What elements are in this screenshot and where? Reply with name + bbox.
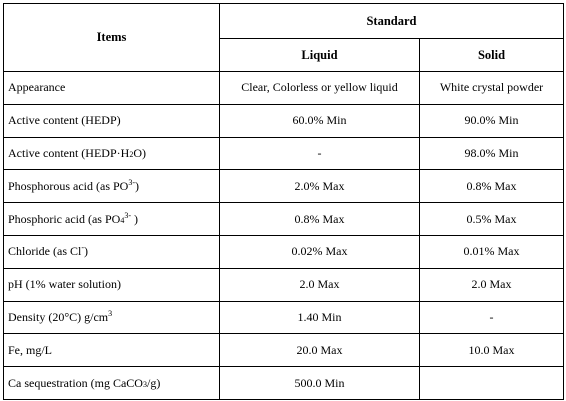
item-name: Appearance [3, 71, 220, 105]
item-name: Ca sequestration (mg CaCO3/g) [3, 366, 220, 400]
item-text: Active content (HEDP) [8, 113, 121, 128]
table-row: Active content (HEDP·H2O) - 98.0% Min [3, 136, 564, 171]
standard-header: Standard [219, 3, 564, 39]
item-text: Phosphorous acid (as PO [8, 178, 129, 193]
item-name: Active content (HEDP) [3, 103, 220, 138]
liquid-value: 0.02% Max [219, 234, 420, 269]
liquid-value: 20.0 Max [219, 333, 420, 368]
solid-value: 2.0 Max [419, 267, 564, 302]
items-header: Items [3, 3, 220, 72]
solid-value: - [419, 300, 564, 335]
item-name: Density (20°C) g/cm3 [3, 300, 220, 335]
table-row: pH (1% water solution) 2.0 Max 2.0 Max [3, 267, 564, 302]
table-row: Appearance Clear, Colorless or yellow li… [3, 71, 564, 105]
item-superscript: - [81, 243, 84, 253]
table-row: Phosphorous acid (as PO3-) 2.0% Max 0.8%… [3, 169, 564, 204]
liquid-value: 500.0 Min [219, 366, 420, 400]
liquid-header: Liquid [219, 38, 420, 72]
item-text: pH (1% water solution) [8, 277, 121, 292]
item-name: Phosphoric acid (as PO43- ) [3, 202, 220, 236]
solid-value: 90.0% Min [419, 103, 564, 138]
item-text: Chloride (as Cl [8, 244, 82, 259]
item-name: pH (1% water solution) [3, 267, 220, 302]
liquid-value: - [219, 136, 420, 171]
item-subscript: 3 [142, 379, 147, 389]
item-text: Fe, mg/L [8, 342, 52, 357]
solid-value [419, 366, 564, 400]
liquid-value: 2.0 Max [219, 267, 420, 302]
item-superscript: 3- [124, 210, 131, 220]
table-row: Chloride (as Cl-) 0.02% Max 0.01% Max [3, 234, 564, 269]
header-row-top: Items Standard [3, 3, 564, 72]
table-row: Phosphoric acid (as PO43- ) 0.8% Max 0.5… [3, 202, 564, 236]
solid-header: Solid [419, 38, 564, 72]
solid-value: 0.8% Max [419, 169, 564, 204]
item-tail: ) [135, 178, 139, 193]
item-tail: /g) [146, 375, 161, 390]
item-text: Phosphoric acid (as PO [8, 211, 121, 226]
table-row: Fe, mg/L 20.0 Max 10.0 Max [3, 333, 564, 368]
specification-table: Items Standard Liquid Solid Appearance C… [3, 3, 564, 400]
liquid-value: 2.0% Max [219, 169, 420, 204]
item-text: Active content (HEDP·H [8, 145, 130, 160]
solid-value: White crystal powder [419, 71, 564, 105]
table-row: Density (20°C) g/cm3 1.40 Min - [3, 300, 564, 335]
item-text: Density (20°C) g/cm [8, 309, 109, 324]
solid-value: 0.5% Max [419, 202, 564, 236]
solid-value: 10.0 Max [419, 333, 564, 368]
liquid-value: Clear, Colorless or yellow liquid [219, 71, 420, 105]
item-name: Fe, mg/L [3, 333, 220, 368]
item-text: Ca sequestration (mg CaCO [8, 375, 143, 390]
table-row: Ca sequestration (mg CaCO3/g) 500.0 Min [3, 366, 564, 400]
liquid-value: 0.8% Max [219, 202, 420, 236]
item-superscript: 3- [128, 177, 135, 187]
item-tail: ) [131, 211, 138, 226]
header-row-sub: Liquid Solid [4, 38, 564, 72]
item-subscript: 2 [129, 149, 134, 159]
solid-value: 0.01% Max [419, 234, 564, 269]
solid-value: 98.0% Min [419, 136, 564, 171]
item-superscript: 3 [108, 308, 113, 318]
item-name: Chloride (as Cl-) [3, 234, 220, 269]
item-tail: ) [84, 244, 88, 259]
item-text: Appearance [8, 80, 66, 95]
item-tail: O) [133, 145, 146, 160]
item-name: Phosphorous acid (as PO3-) [3, 169, 220, 204]
item-name: Active content (HEDP·H2O) [3, 136, 220, 171]
item-subscript: 4 [120, 215, 125, 225]
liquid-value: 60.0% Min [219, 103, 420, 138]
table-row: Active content (HEDP) 60.0% Min 90.0% Mi… [3, 103, 564, 138]
liquid-value: 1.40 Min [219, 300, 420, 335]
